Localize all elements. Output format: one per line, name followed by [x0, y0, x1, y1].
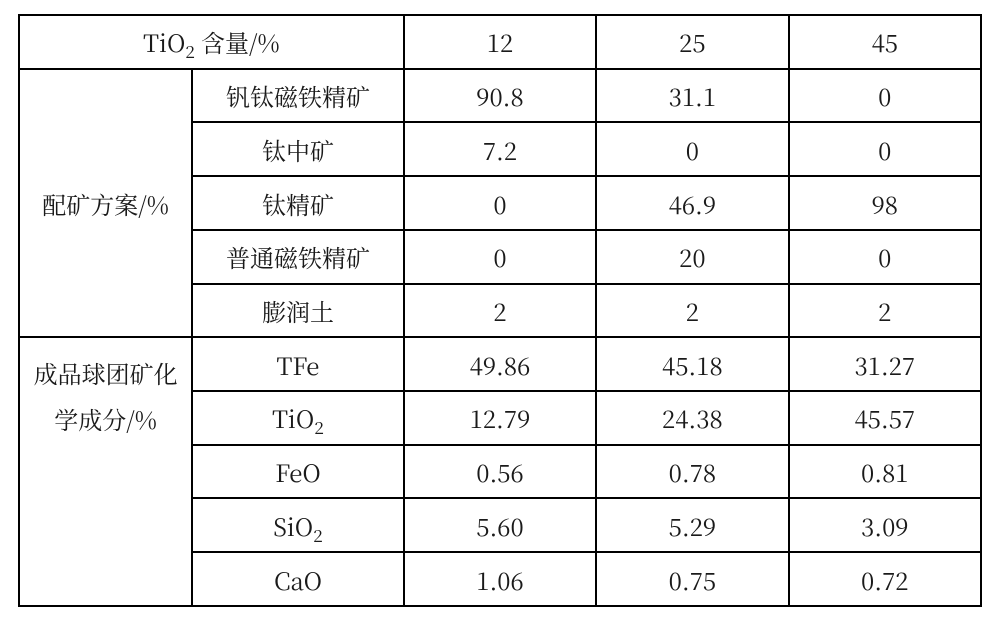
- cell-value: 90.8: [404, 69, 596, 123]
- cell-value: 5.60: [404, 498, 596, 552]
- cell-value: 0: [789, 230, 981, 284]
- cell-value: 98: [789, 176, 981, 230]
- cell-value: 2: [789, 284, 981, 338]
- cell-value: 12.79: [404, 391, 596, 445]
- cell-value: 2: [404, 284, 596, 338]
- cell-value: 45.18: [596, 337, 788, 391]
- cell-value: 7.2: [404, 122, 596, 176]
- cell-label: CaO: [192, 552, 404, 606]
- header-label-suffix: 含量/%: [195, 24, 280, 59]
- header-v2: 25: [596, 15, 788, 69]
- table-row: 配矿方案/% 钒钛磁铁精矿 90.8 31.1 0: [19, 69, 981, 123]
- cell-value: 0.81: [789, 445, 981, 499]
- cell-label: TiO2: [192, 391, 404, 445]
- cell-value: 31.27: [789, 337, 981, 391]
- cell-value: 0: [404, 230, 596, 284]
- cell-label: 钒钛磁铁精矿: [192, 69, 404, 123]
- cell-value: 0.72: [789, 552, 981, 606]
- cell-label: 钛中矿: [192, 122, 404, 176]
- cell-value: 24.38: [596, 391, 788, 445]
- cell-value: 45.57: [789, 391, 981, 445]
- group2-title-line1: 成品球团矿化: [34, 355, 178, 390]
- header-label-prefix: TiO: [143, 24, 185, 59]
- cell-value: 3.09: [789, 498, 981, 552]
- cell-value: 46.9: [596, 176, 788, 230]
- cell-label: SiO2: [192, 498, 404, 552]
- header-v3: 45: [789, 15, 981, 69]
- group2-title-line2: 学成分/%: [54, 401, 157, 436]
- cell-label: 普通磁铁精矿: [192, 230, 404, 284]
- cell-value: 0.75: [596, 552, 788, 606]
- cell-value: 31.1: [596, 69, 788, 123]
- cell-label-prefix: TiO: [272, 400, 314, 435]
- cell-label: FeO: [192, 445, 404, 499]
- cell-value: 0.56: [404, 445, 596, 499]
- header-v1: 12: [404, 15, 596, 69]
- cell-value: 0: [404, 176, 596, 230]
- cell-value: 2: [596, 284, 788, 338]
- group1-title: 配矿方案/%: [19, 69, 192, 338]
- group2-title: 成品球团矿化 学成分/%: [19, 337, 192, 606]
- cell-value: 0: [596, 122, 788, 176]
- cell-value: 0.78: [596, 445, 788, 499]
- cell-label: TFe: [192, 337, 404, 391]
- cell-label: 膨润土: [192, 284, 404, 338]
- table-row: TiO2 含量/% 12 25 45: [19, 15, 981, 69]
- composition-table: TiO2 含量/% 12 25 45 配矿方案/% 钒钛磁铁精矿 90.8 31…: [18, 14, 982, 607]
- cell-label-prefix: SiO: [273, 508, 313, 543]
- cell-value: 1.06: [404, 552, 596, 606]
- cell-value: 0: [789, 69, 981, 123]
- cell-value: 49.86: [404, 337, 596, 391]
- cell-value: 5.29: [596, 498, 788, 552]
- cell-label-sub: 2: [314, 414, 324, 439]
- table-row: 成品球团矿化 学成分/% TFe 49.86 45.18 31.27: [19, 337, 981, 391]
- header-label: TiO2 含量/%: [19, 15, 404, 69]
- page: TiO2 含量/% 12 25 45 配矿方案/% 钒钛磁铁精矿 90.8 31…: [0, 0, 1000, 621]
- cell-value: 20: [596, 230, 788, 284]
- cell-label: 钛精矿: [192, 176, 404, 230]
- cell-value: 0: [789, 122, 981, 176]
- cell-label-sub: 2: [313, 522, 323, 547]
- header-label-sub: 2: [185, 38, 195, 63]
